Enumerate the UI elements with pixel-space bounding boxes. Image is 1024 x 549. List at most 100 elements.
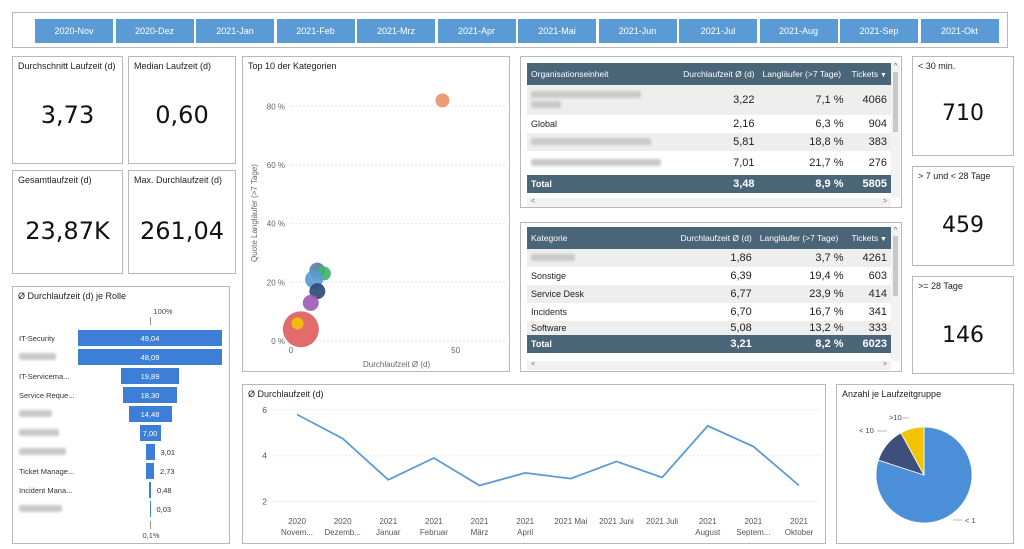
cat-col-header-name[interactable]: Kategorie [527, 227, 674, 249]
month-button[interactable]: 2020-Dez [115, 19, 194, 43]
line-point[interactable] [569, 477, 573, 481]
month-button[interactable]: 2021-Okt [920, 19, 999, 43]
org-col-header-duration[interactable]: Durchlaufzeit Ø (d) [679, 63, 759, 85]
month-button[interactable]: 2021-Feb [276, 19, 355, 43]
funnel-top-tick [150, 317, 151, 325]
scatter-point[interactable] [435, 93, 450, 108]
table-total-row: Total 3,48 8,9 % 5805 [527, 175, 891, 193]
line-point[interactable] [478, 484, 482, 488]
line-x-tick-sub: Septem... [736, 528, 770, 537]
month-button[interactable]: 2021-Jun [598, 19, 677, 43]
table-row[interactable]: Service Desk 6,77 23,9 % 414 [527, 285, 891, 303]
funnel-role-label: Ticket Manage... [19, 467, 75, 476]
scroll-right-icon[interactable]: > [882, 198, 887, 205]
funnel-bar[interactable]: 48,09 [78, 349, 222, 365]
line-point[interactable] [341, 437, 345, 441]
line-x-tick-sub: Februar [420, 528, 448, 537]
table-row[interactable]: 5,81 18,8 % 383 [527, 133, 891, 151]
funnel-bar[interactable]: 14,48 [128, 406, 172, 422]
funnel-bar[interactable] [149, 501, 151, 517]
cat-longrunner-cell: 16,7 % [809, 306, 844, 318]
kpi-median-label: Median Laufzeit (d) [134, 61, 212, 71]
table-row[interactable]: 3,22 7,1 % 4066 [527, 85, 891, 115]
org-table-horizontal-scrollbar[interactable]: < > [527, 198, 891, 207]
scroll-thumb[interactable] [893, 236, 898, 296]
category-table-vertical-scrollbar[interactable]: ^ [891, 227, 900, 361]
line-point[interactable] [751, 445, 755, 449]
redacted-text [531, 91, 641, 98]
line-x-tick: 2021 Juni [599, 517, 634, 526]
org-duration-cell: 7,01 [733, 157, 755, 169]
funnel-bar[interactable] [145, 444, 155, 460]
line-point[interactable] [432, 456, 436, 460]
line-point[interactable] [614, 459, 618, 463]
month-button[interactable]: 2021-Jul [679, 19, 757, 43]
cat-total-label: Total [527, 335, 674, 353]
funnel-bar[interactable]: 7,00 [139, 425, 161, 441]
scroll-left-icon[interactable]: < [531, 361, 536, 368]
funnel-value-label: 0,03 [156, 505, 172, 514]
org-tickets-cell: 904 [868, 118, 887, 130]
scatter-point[interactable] [302, 294, 319, 311]
line-chart-title: Ø Durchlaufzeit (d) [248, 389, 324, 399]
scatter-point[interactable] [291, 317, 304, 330]
cat-col-header-longrunner[interactable]: Langläufer (>7 Tage) [755, 227, 848, 249]
month-button[interactable]: 2021-Jan [196, 19, 274, 43]
table-total-row: Total 3,21 8,2 % 6023 [527, 335, 891, 353]
category-table-horizontal-scrollbar[interactable]: < > [527, 361, 891, 370]
funnel-bar[interactable] [149, 482, 151, 498]
table-row[interactable]: Sonstige 6,39 19,4 % 603 [527, 267, 891, 285]
pie-label-gt10: >10 [889, 413, 902, 422]
table-row[interactable]: 7,01 21,7 % 276 [527, 151, 891, 175]
table-row[interactable]: Global 2,16 6,3 % 904 [527, 115, 891, 133]
org-table-vertical-scrollbar[interactable]: ^ [891, 63, 900, 197]
line-point[interactable] [386, 478, 390, 482]
line-series[interactable] [296, 413, 800, 487]
scroll-right-icon[interactable]: > [882, 361, 887, 368]
scroll-thumb[interactable] [893, 72, 898, 132]
cat-col-header-duration[interactable]: Durchlaufzeit Ø (d) [673, 227, 756, 249]
line-point[interactable] [295, 412, 299, 416]
line-x-tick: 2021 Juli [646, 517, 678, 526]
redacted-text [531, 254, 575, 261]
cat-duration-cell: 6,77 [673, 285, 756, 303]
table-row[interactable]: Software 5,08 13,2 % 333 [527, 321, 891, 335]
org-col-header-name[interactable]: Organisationseinheit [527, 63, 680, 85]
scroll-up-icon[interactable]: ^ [893, 227, 898, 234]
pie-chart-panel: Anzahl je Laufzeitgruppe >10 < 10 < 1 [836, 384, 1014, 544]
month-button[interactable]: 2021-Sep [840, 19, 918, 43]
org-total-label: Total [527, 175, 680, 193]
line-y-tick: 2 [262, 497, 267, 507]
scroll-left-icon[interactable]: < [531, 198, 536, 205]
org-tickets-cell: 383 [847, 133, 891, 151]
group-card-over-28: >= 28 Tage 146 [912, 276, 1014, 374]
funnel-bar[interactable]: 49,04 [78, 330, 222, 346]
org-longrunner-cell: 18,8 % [758, 133, 848, 151]
org-col-header-longrunner[interactable]: Langläufer (>7 Tage) [758, 63, 848, 85]
cat-longrunner-cell: 13,2 % [755, 321, 848, 335]
table-row[interactable]: 1,86 3,7 % 4261 [527, 249, 891, 267]
month-button[interactable]: 2020-Nov [35, 19, 113, 43]
line-x-tick: 2021 [744, 517, 762, 526]
month-button[interactable]: 2021-Mai [518, 19, 596, 43]
line-point[interactable] [660, 475, 664, 479]
scroll-up-icon[interactable]: ^ [893, 63, 898, 70]
funnel-bar[interactable] [146, 463, 154, 479]
redacted-text [19, 410, 52, 417]
scatter-point[interactable] [309, 283, 326, 300]
line-point[interactable] [523, 471, 527, 475]
month-button[interactable]: 2021-Mrz [357, 19, 435, 43]
group-1-label: < 30 min. [918, 61, 956, 71]
cat-col-header-tickets[interactable]: Tickets ▼ [847, 227, 891, 249]
table-row[interactable]: Incidents 6,70 16,7 % 341 [527, 303, 891, 321]
pie-slice[interactable] [900, 426, 925, 476]
funnel-bar[interactable]: 19,89 [121, 368, 179, 384]
line-point[interactable] [797, 484, 801, 488]
scatter-point[interactable] [282, 311, 319, 348]
org-col-header-tickets[interactable]: Tickets ▼ [847, 63, 891, 85]
line-point[interactable] [706, 424, 710, 428]
month-button[interactable]: 2021-Apr [437, 19, 516, 43]
month-button[interactable]: 2021-Aug [759, 19, 838, 43]
funnel-bar[interactable]: 18,30 [123, 387, 177, 403]
scatter-y-tick: 60 % [267, 161, 285, 170]
